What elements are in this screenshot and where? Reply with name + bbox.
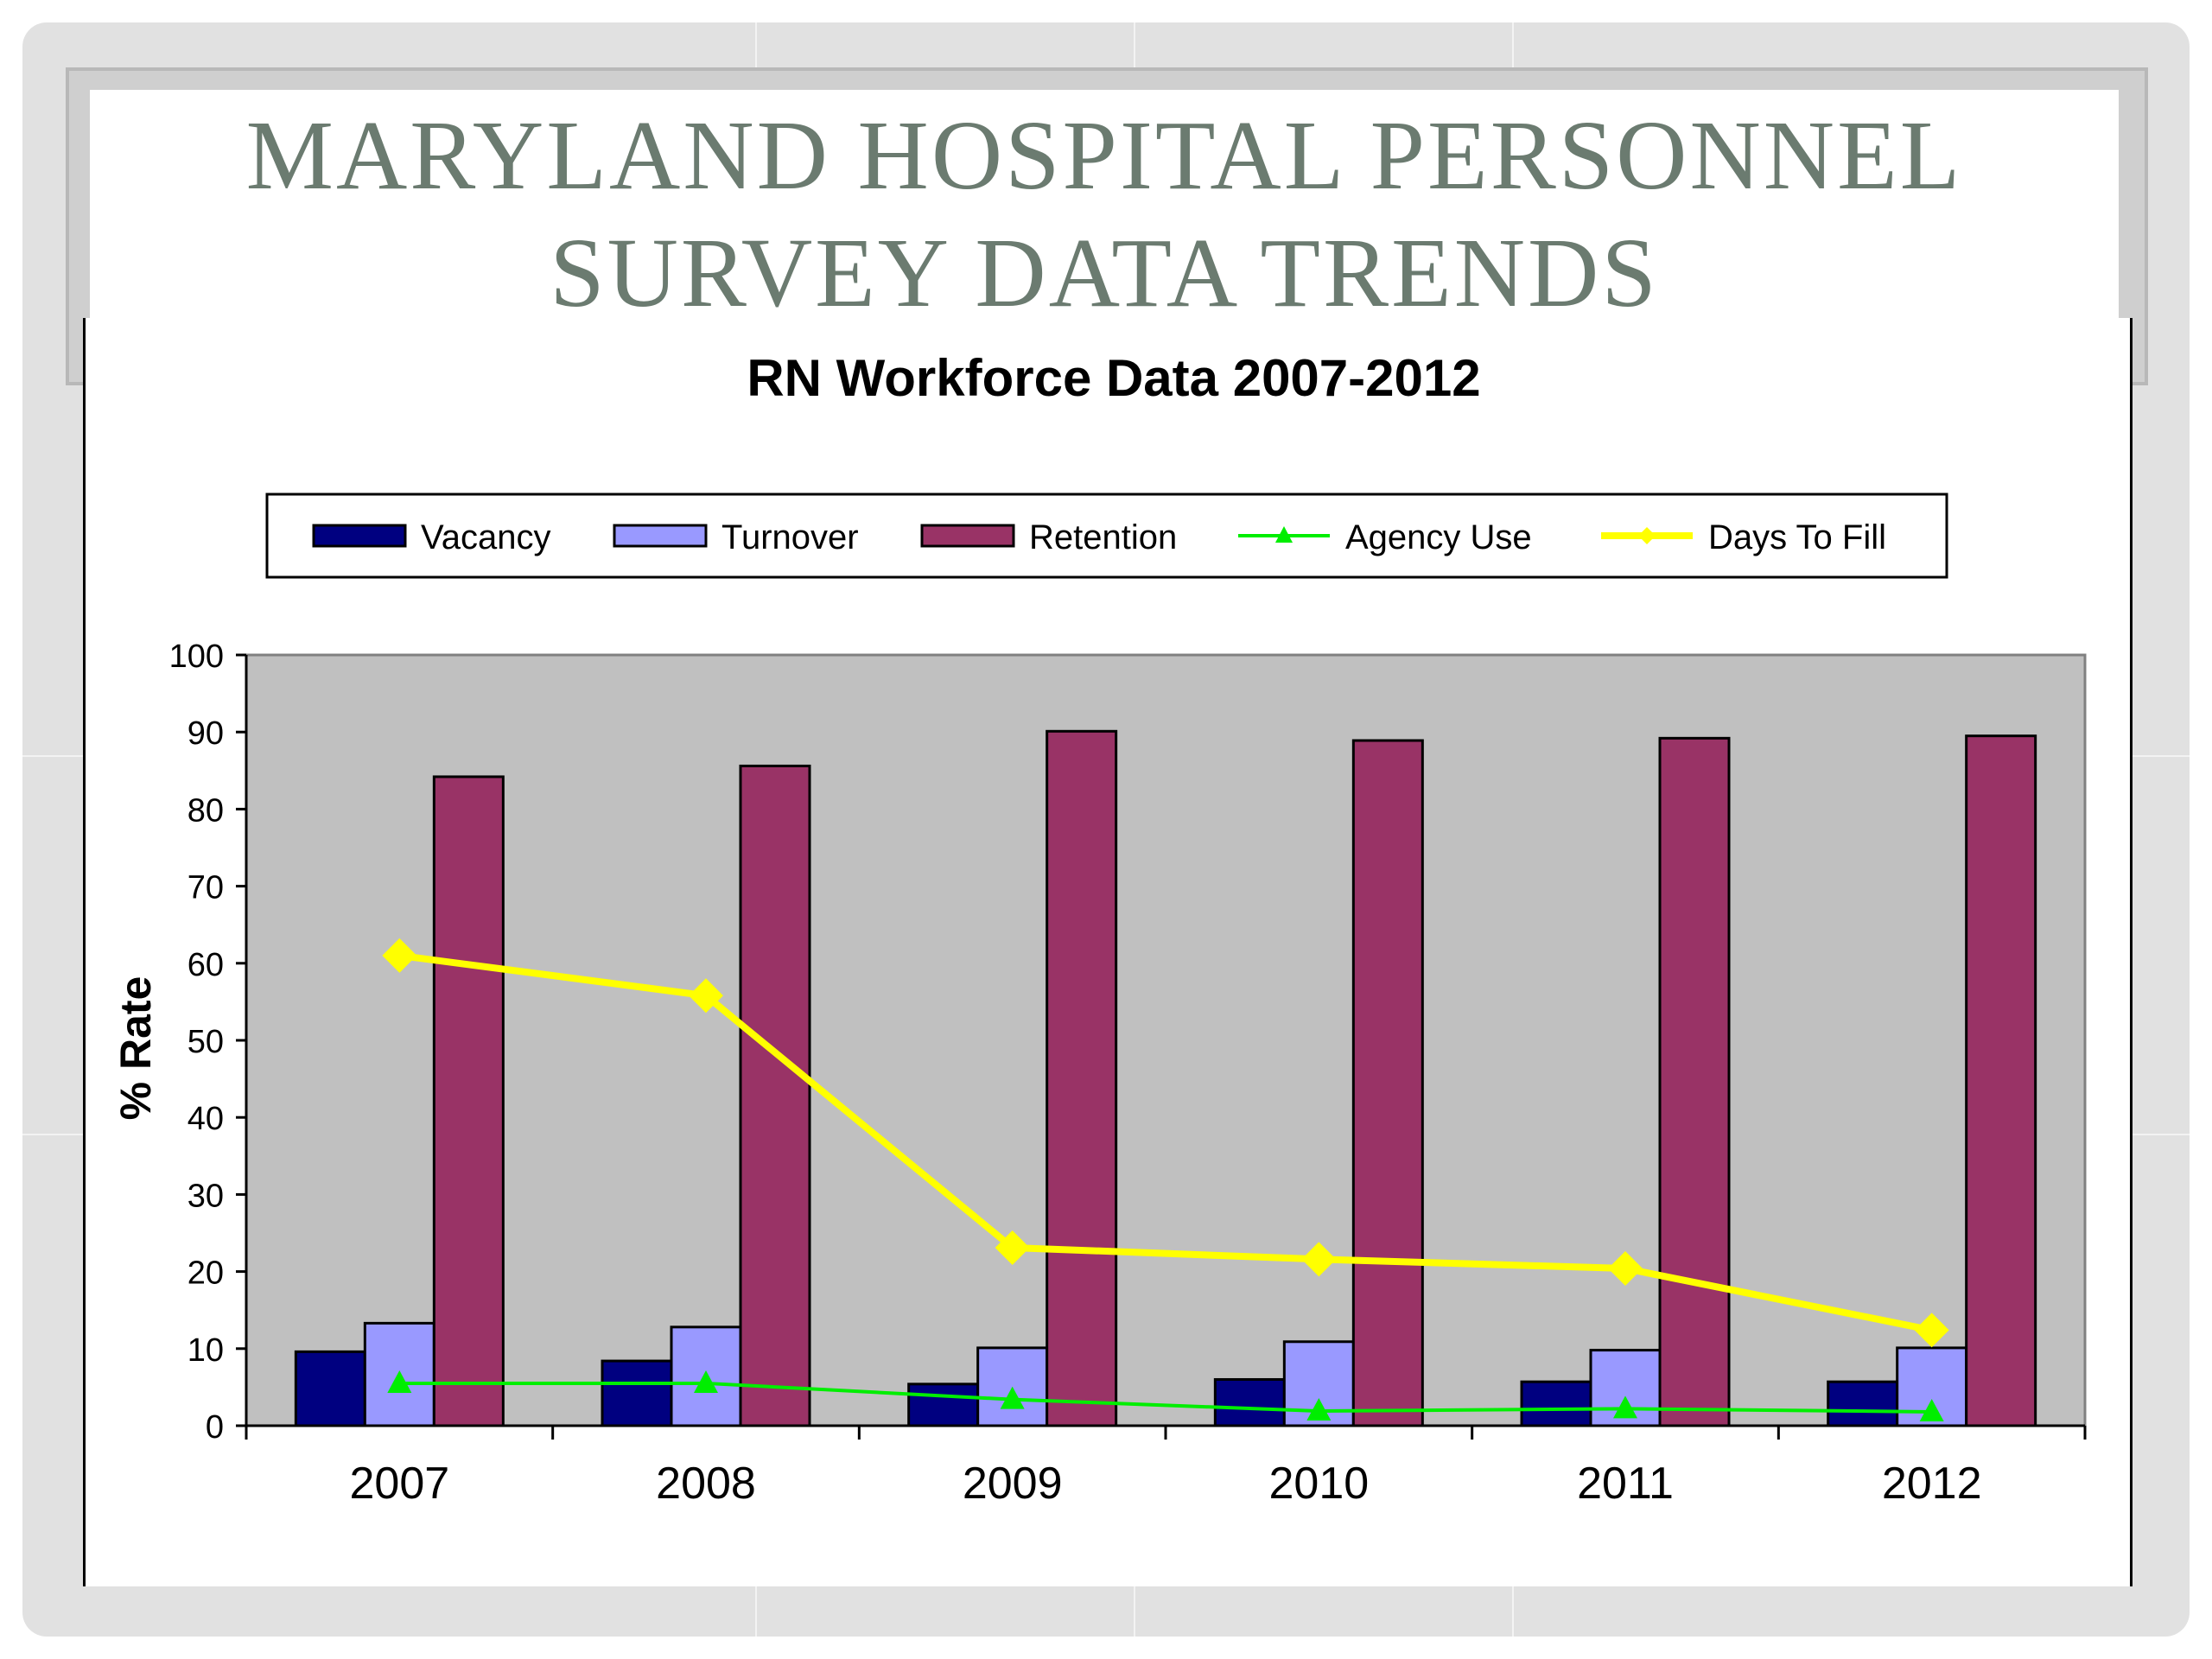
vacancy-bar (1520, 1380, 1592, 1427)
retention-bar (1658, 736, 1731, 1427)
agency-use-point (1919, 1398, 1944, 1421)
plot-background (245, 653, 2087, 1427)
agency-use-line (399, 1381, 1932, 1414)
retention-bar (1046, 729, 1118, 1427)
y-tick-label: 80 (188, 792, 224, 829)
y-axis-label: % Rate (111, 976, 160, 1121)
vacancy-bar (1213, 1377, 1286, 1427)
slide-title-line-2: Survey Data Trends (550, 218, 1659, 327)
days-to-fill-point (995, 1230, 1030, 1265)
chart-panel: RN Workforce Data 2007-2012 Vacancy Turno… (83, 318, 2133, 1586)
retention-bar (1965, 734, 2037, 1427)
y-tick-label: 90 (188, 715, 224, 752)
x-tick-label: 2012 (1882, 1459, 1982, 1509)
legend-swatch-retention (920, 524, 1015, 548)
agency-use-point (1613, 1395, 1637, 1419)
days-to-fill-line (398, 951, 1933, 1334)
retention-bar (432, 775, 505, 1427)
retention-bar (739, 764, 811, 1427)
y-tick-label: 70 (188, 870, 224, 906)
slide-title: Maryland Hospital Personnel Survey Data … (90, 97, 2119, 332)
vacancy-bar (294, 1350, 366, 1427)
slide-title-line-1: Maryland Hospital Personnel (245, 100, 1963, 210)
legend-label-vacancy: Vacancy (421, 518, 550, 556)
legend-swatch-vacancy (312, 524, 407, 548)
chart-title: RN Workforce Data 2007-2012 (747, 349, 1480, 407)
days-to-fill-point (689, 978, 723, 1014)
legend-label-agency-use: Agency Use (1345, 518, 1532, 556)
y-tick-label: 0 (206, 1409, 224, 1446)
y-tick-label: 60 (188, 947, 224, 983)
x-tick-label: 2011 (1577, 1459, 1674, 1509)
agency-use-point (1306, 1398, 1332, 1421)
days-to-fill-point (1301, 1242, 1337, 1277)
agency-use-point (1000, 1386, 1025, 1409)
agency-use-point (387, 1370, 412, 1393)
y-tick-label: 40 (188, 1101, 224, 1137)
legend-marker-days-to-fill (1638, 527, 1656, 544)
x-tick-label: 2010 (1268, 1459, 1369, 1509)
legend: Vacancy Turnover Retention Agency Use Days T… (312, 518, 1886, 556)
agency-use-point (694, 1370, 718, 1393)
vacancy-bar (601, 1359, 673, 1427)
y-tick-label: 100 (169, 639, 224, 675)
y-tick-label: 30 (188, 1178, 224, 1214)
rn-workforce-chart: RN Workforce Data 2007-2012 Vacancy Turno… (111, 349, 2087, 1509)
x-tick-label: 2009 (963, 1459, 1063, 1509)
plot-area: 0 10 20 30 40 50 60 70 80 90 100 2007 2008 2009 2010 20… (169, 639, 2087, 1509)
vacancy-bar (1827, 1380, 1899, 1427)
x-tick-label: 2007 (349, 1459, 449, 1509)
days-to-fill-point (382, 938, 417, 973)
title-panel (90, 90, 2119, 325)
legend-label-days-to-fill: Days To Fill (1708, 518, 1886, 556)
x-tick-label: 2008 (656, 1459, 756, 1509)
y-tick-label: 20 (188, 1255, 224, 1292)
days-to-fill-point (1914, 1313, 1949, 1348)
legend-label-turnover: Turnover (721, 518, 859, 556)
legend-marker-agency-use (1275, 526, 1293, 543)
legend-swatch-turnover (613, 524, 708, 548)
days-to-fill-point (1608, 1251, 1643, 1287)
vacancy-bar (907, 1382, 980, 1427)
retention-bar (1351, 739, 1424, 1427)
legend-label-retention: Retention (1029, 518, 1177, 556)
y-tick-label: 50 (188, 1024, 224, 1060)
y-tick-label: 10 (188, 1332, 224, 1369)
